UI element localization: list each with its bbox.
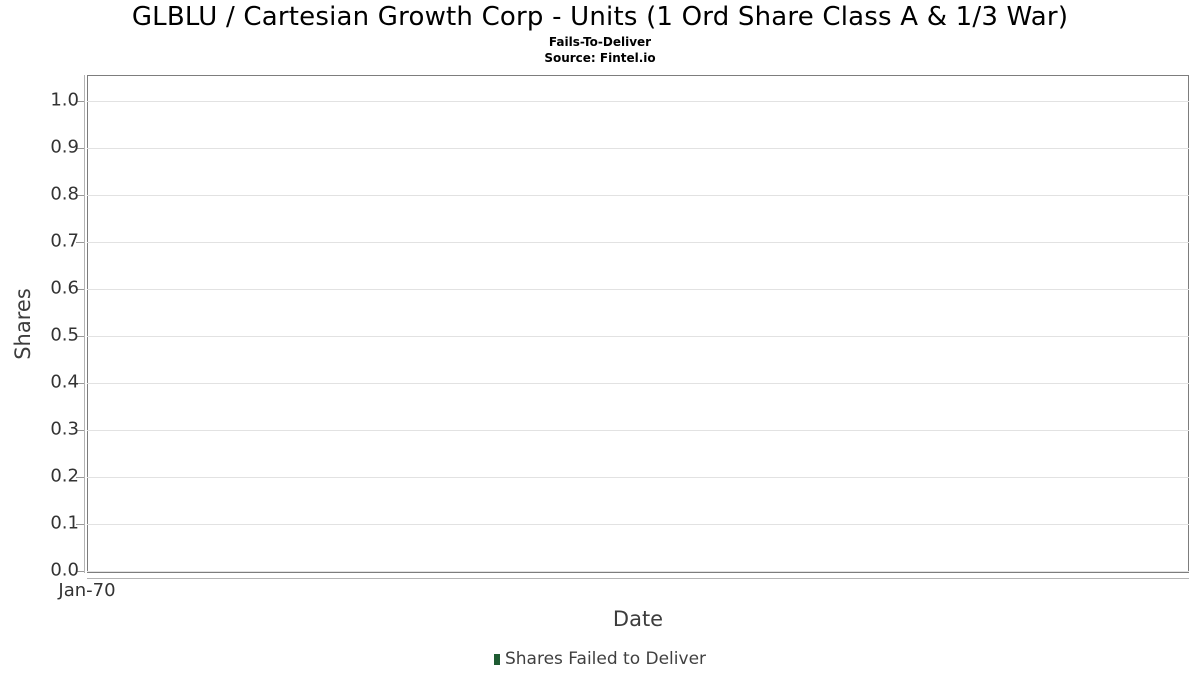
legend-item-shares-failed-to-deliver[interactable]: Shares Failed to Deliver: [493, 649, 707, 669]
y-tick-label: 0.2: [50, 465, 79, 487]
y-tick-mark: [76, 383, 84, 384]
x-tick-label: Jan-70: [58, 580, 116, 601]
x-axis-line: [87, 578, 1189, 579]
y-gridline: [87, 195, 1189, 196]
y-gridline: [87, 383, 1189, 384]
y-tick-label: 0.0: [50, 559, 79, 581]
y-tick-label: 0.8: [50, 183, 79, 205]
y-tick-label: 0.7: [50, 230, 79, 252]
legend-series-marker: [493, 654, 500, 665]
y-tick-mark: [76, 571, 84, 572]
y-tick-label: 0.3: [50, 418, 79, 440]
y-axis-line: [84, 75, 85, 573]
y-gridline: [87, 477, 1189, 478]
y-tick-label: 1.0: [50, 89, 79, 111]
plot-area: [87, 75, 1189, 573]
y-tick-label: 0.1: [50, 512, 79, 534]
y-tick-mark: [76, 242, 84, 243]
y-gridline: [87, 148, 1189, 149]
y-tick-label: 0.5: [50, 324, 79, 346]
y-axis-title: Shares: [11, 288, 35, 360]
legend-series-label: Shares Failed to Deliver: [504, 649, 707, 669]
x-axis-title: Date: [612, 607, 664, 631]
y-tick-mark: [76, 148, 84, 149]
legend: Shares Failed to Deliver: [0, 647, 1200, 671]
chart-title: GLBLU / Cartesian Growth Corp - Units (1…: [131, 2, 1069, 32]
y-tick-mark: [76, 430, 84, 431]
y-gridline: [87, 242, 1189, 243]
y-tick-mark: [76, 195, 84, 196]
chart-subtitle: Fails-To-Deliver: [548, 35, 652, 49]
y-tick-mark: [76, 336, 84, 337]
y-tick-label: 0.4: [50, 371, 79, 393]
y-gridline: [87, 571, 1189, 572]
y-gridline: [87, 289, 1189, 290]
y-tick-mark: [76, 477, 84, 478]
y-tick-mark: [76, 101, 84, 102]
y-tick-label: 0.6: [50, 277, 79, 299]
y-gridline: [87, 430, 1189, 431]
y-tick-label: 0.9: [50, 136, 79, 158]
y-gridline: [87, 101, 1189, 102]
y-tick-mark: [76, 524, 84, 525]
y-tick-mark: [76, 289, 84, 290]
y-gridline: [87, 524, 1189, 525]
chart-source-credit: Source: Fintel.io: [544, 51, 656, 65]
y-gridline: [87, 336, 1189, 337]
